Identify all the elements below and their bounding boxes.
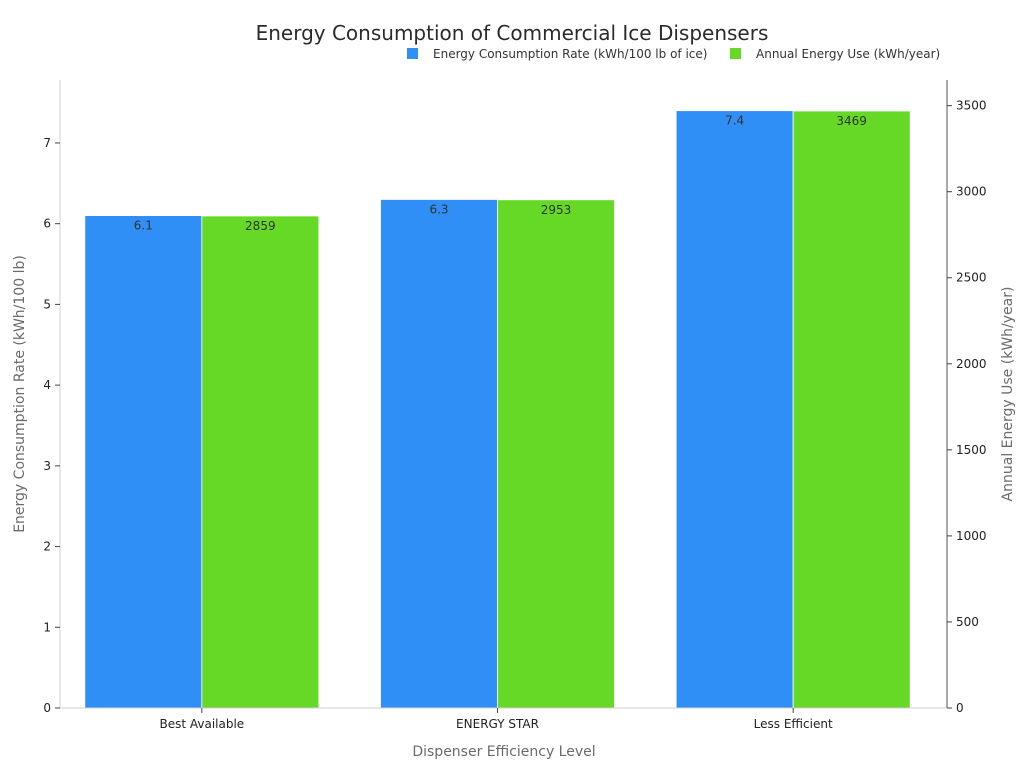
y-axis-title: Energy Consumption Rate (kWh/100 lb) [12, 255, 28, 533]
y-tick-label: 0 [43, 701, 51, 715]
bar-annual-1 [201, 215, 320, 709]
x-axis-ticks: Best Available ENERGY STAR Less Efficient [159, 708, 833, 731]
y-tick-label: 1 [43, 620, 51, 634]
bar-value-label: 3469 [836, 114, 867, 128]
legend: Energy Consumption Rate (kWh/100 lb of i… [407, 47, 940, 61]
y2-tick-label: 2500 [956, 271, 987, 285]
left-axis-ticks: 0 1 2 3 4 5 6 7 [43, 136, 60, 715]
x-axis-title: Dispenser Efficiency Level [412, 744, 595, 760]
y-tick-label: 4 [43, 378, 51, 392]
y2-tick-label: 1500 [956, 443, 987, 457]
legend-swatch-series-1 [407, 48, 418, 59]
bar-rate-1 [84, 215, 203, 709]
bar-annual-3 [792, 110, 911, 709]
y2-tick-label: 0 [956, 701, 964, 715]
bar-value-label: 2953 [541, 203, 572, 217]
right-axis-ticks: 0 500 1000 1500 2000 2500 3000 3500 [947, 99, 987, 715]
bar-value-label: 7.4 [725, 114, 744, 128]
x-tick-label: Less Efficient [754, 717, 833, 731]
y-tick-label: 5 [43, 297, 51, 311]
y2-tick-label: 500 [956, 615, 979, 629]
y-tick-label: 2 [43, 540, 51, 554]
legend-swatch-series-2 [730, 48, 741, 59]
y2-tick-label: 1000 [956, 529, 987, 543]
y2-tick-label: 2000 [956, 357, 987, 371]
bar-value-label: 6.1 [134, 219, 153, 233]
chart-title: Energy Consumption of Commercial Ice Dis… [256, 21, 769, 45]
bar-value-label: 6.3 [429, 202, 448, 216]
y-tick-label: 3 [43, 459, 51, 473]
y2-tick-label: 3500 [956, 99, 987, 113]
legend-label-series-2: Annual Energy Use (kWh/year) [756, 47, 940, 61]
y2-tick-label: 3000 [956, 185, 987, 199]
x-tick-label: ENERGY STAR [456, 717, 539, 731]
bars-group [84, 110, 911, 709]
y2-axis-title: Annual Energy Use (kWh/year) [1000, 287, 1016, 502]
bar-labels-group: 6.1 2859 6.3 2953 7.4 3469 [134, 114, 867, 233]
y-tick-label: 6 [43, 217, 51, 231]
legend-label-series-1: Energy Consumption Rate (kWh/100 lb of i… [433, 47, 707, 61]
bar-value-label: 2859 [245, 219, 276, 233]
bar-annual-2 [497, 199, 615, 709]
x-tick-label: Best Available [159, 717, 244, 731]
y-tick-label: 7 [43, 136, 51, 150]
bar-rate-2 [380, 199, 498, 709]
bar-rate-3 [675, 110, 794, 709]
